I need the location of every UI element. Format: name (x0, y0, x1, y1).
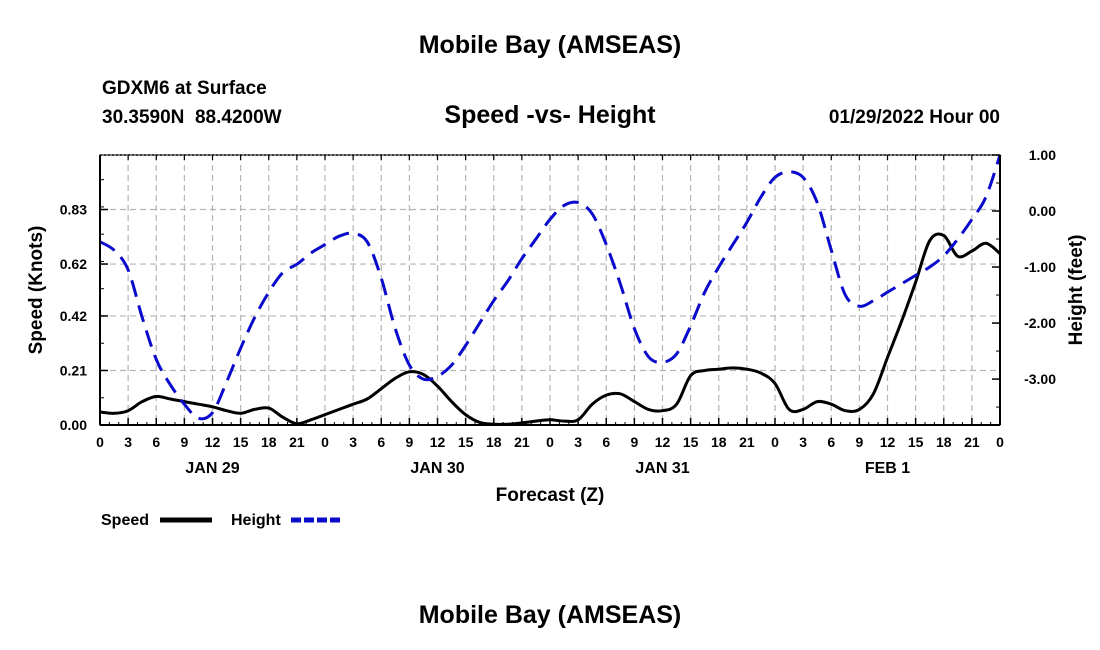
x-axis-label: Forecast (Z) (496, 485, 605, 506)
x-tick-label: 0 (96, 434, 104, 450)
coordinates-label: 30.3590N 88.4200W (102, 107, 282, 128)
y2-tick-label: -3.00 (1024, 371, 1056, 387)
x-tick-label: 3 (349, 434, 357, 450)
grid-layer (100, 155, 1000, 425)
x-tick-label: 12 (205, 434, 221, 450)
x-tick-label: 18 (936, 434, 952, 450)
y-tick-label: 0.42 (60, 308, 87, 324)
x-tick-label: 6 (377, 434, 385, 450)
y-tick-label: 0.62 (60, 256, 87, 272)
x-tick-label: 21 (289, 434, 305, 450)
x-tick-label: 0 (771, 434, 779, 450)
x-tick-label: 12 (655, 434, 671, 450)
legend-label-height: Height (231, 512, 281, 529)
main-title: Mobile Bay (AMSEAS) (418, 31, 682, 59)
date-label: FEB 1 (865, 460, 910, 477)
y2-tick-label: -1.00 (1024, 259, 1056, 275)
x-tick-label: 0 (546, 434, 554, 450)
x-tick-label: 21 (739, 434, 755, 450)
x-tick-label: 12 (430, 434, 446, 450)
y2-tick-label: 0.00 (1029, 203, 1056, 219)
x-tick-label: 3 (799, 434, 807, 450)
x-tick-label: 0 (996, 434, 1004, 450)
x-tick-label: 12 (880, 434, 896, 450)
date-label: JAN 30 (410, 460, 464, 477)
date-label: JAN 29 (185, 460, 239, 477)
x-tick-label: 0 (321, 434, 329, 450)
legend: Speed Height (101, 512, 343, 529)
footer-title: Mobile Bay (AMSEAS) (418, 601, 682, 629)
x-tick-label: 3 (574, 434, 582, 450)
date-label: JAN 31 (635, 460, 689, 477)
x-tick-label: 15 (233, 434, 249, 450)
x-tick-label: 9 (180, 434, 188, 450)
chart-title: Speed -vs- Height (444, 101, 656, 129)
x-tick-label: 6 (827, 434, 835, 450)
y-tick-label: 0.21 (60, 362, 87, 378)
x-tick-label: 15 (683, 434, 699, 450)
x-tick-label: 15 (458, 434, 474, 450)
x-tick-label: 18 (261, 434, 277, 450)
x-tick-label: 9 (855, 434, 863, 450)
x-tick-label: 18 (711, 434, 727, 450)
y2-tick-label: 1.00 (1029, 147, 1056, 163)
x-tick-label: 9 (630, 434, 638, 450)
x-tick-label: 6 (152, 434, 160, 450)
run-time-label: 01/29/2022 Hour 00 (828, 107, 1000, 128)
x-tick-label: 21 (514, 434, 530, 450)
y2-axis-label: Height (feet) (1066, 235, 1087, 346)
y-axis-label: Speed (Knots) (26, 226, 47, 355)
height-series-line (99, 154, 1002, 421)
x-tick-label: 9 (405, 434, 413, 450)
x-tick-label: 18 (486, 434, 502, 450)
x-tick-label: 15 (908, 434, 924, 450)
tick-layer: 0 3 6 9 12 15 18 21 0 3 6 9 12 15 18 21 0 3 6 9 12 15 18 21 0 3 6 9… (60, 147, 1056, 477)
x-tick-label: 3 (124, 434, 132, 450)
y-tick-label: 0.00 (60, 417, 87, 433)
legend-label-speed: Speed (101, 512, 149, 529)
x-tick-label: 21 (964, 434, 980, 450)
x-tick-label: 6 (602, 434, 610, 450)
station-label: GDXM6 at Surface (102, 78, 267, 99)
y2-tick-label: -2.00 (1024, 315, 1056, 331)
y-tick-label: 0.83 (60, 202, 87, 218)
